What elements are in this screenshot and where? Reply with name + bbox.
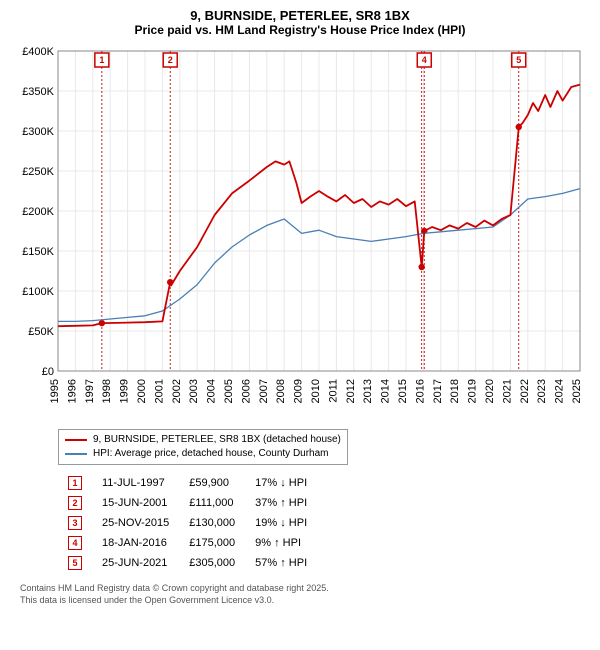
table-row: 1 11-JUL-1997£59,90017% ↓ HPI bbox=[58, 473, 317, 493]
price-chart: £0 £50K £100K £150K £200K £250K £300K £350K £400… bbox=[10, 43, 590, 423]
svg-text:2004: 2004 bbox=[206, 379, 218, 403]
svg-text:2025: 2025 bbox=[571, 379, 583, 403]
svg-text:£150K: £150K bbox=[22, 246, 54, 258]
svg-text:2014: 2014 bbox=[380, 379, 392, 403]
svg-text:1997: 1997 bbox=[84, 379, 96, 403]
svg-text:2015: 2015 bbox=[397, 379, 409, 403]
svg-text:2016: 2016 bbox=[414, 379, 426, 403]
svg-text:2005: 2005 bbox=[223, 379, 235, 403]
svg-text:2008: 2008 bbox=[275, 379, 287, 403]
legend-label-price: 9, BURNSIDE, PETERLEE, SR8 1BX (detached… bbox=[93, 433, 341, 447]
svg-text:1996: 1996 bbox=[66, 379, 78, 403]
svg-text:£50K: £50K bbox=[28, 326, 54, 338]
table-row: 2 15-JUN-2001£111,00037% ↑ HPI bbox=[58, 493, 317, 513]
sale-price: £175,000 bbox=[179, 533, 245, 553]
sales-table: 1 11-JUL-1997£59,90017% ↓ HPI 2 15-JUN-2001… bbox=[58, 473, 317, 573]
svg-text:2006: 2006 bbox=[240, 379, 252, 403]
svg-text:2000: 2000 bbox=[136, 379, 148, 403]
sale-number-box: 2 bbox=[68, 496, 82, 510]
svg-text:2018: 2018 bbox=[449, 379, 461, 403]
title-line1: 9, BURNSIDE, PETERLEE, SR8 1BX bbox=[10, 8, 590, 23]
sale-date: 25-JUN-2021 bbox=[92, 553, 179, 573]
sale-diff: 37% ↑ HPI bbox=[245, 493, 317, 513]
svg-text:2021: 2021 bbox=[501, 379, 513, 403]
svg-text:2020: 2020 bbox=[484, 379, 496, 403]
legend-label-hpi: HPI: Average price, detached house, Coun… bbox=[93, 447, 329, 461]
svg-text:£350K: £350K bbox=[22, 86, 54, 98]
sale-date: 18-JAN-2016 bbox=[92, 533, 179, 553]
svg-text:2012: 2012 bbox=[345, 379, 357, 403]
svg-text:1998: 1998 bbox=[101, 379, 113, 403]
footer-line1: Contains HM Land Registry data © Crown c… bbox=[20, 583, 590, 595]
svg-text:2013: 2013 bbox=[362, 379, 374, 403]
svg-text:2002: 2002 bbox=[171, 379, 183, 403]
sale-diff: 57% ↑ HPI bbox=[245, 553, 317, 573]
table-row: 5 25-JUN-2021£305,00057% ↑ HPI bbox=[58, 553, 317, 573]
sale-date: 25-NOV-2015 bbox=[92, 513, 179, 533]
svg-text:£400K: £400K bbox=[22, 46, 54, 58]
sale-date: 15-JUN-2001 bbox=[92, 493, 179, 513]
svg-text:£100K: £100K bbox=[22, 286, 54, 298]
svg-text:2007: 2007 bbox=[258, 379, 270, 403]
svg-text:£0: £0 bbox=[42, 366, 54, 378]
sale-price: £130,000 bbox=[179, 513, 245, 533]
svg-text:2001: 2001 bbox=[153, 379, 165, 403]
sale-number-box: 4 bbox=[68, 536, 82, 550]
chart-title: 9, BURNSIDE, PETERLEE, SR8 1BX Price pai… bbox=[10, 8, 590, 37]
sale-diff: 9% ↑ HPI bbox=[245, 533, 317, 553]
svg-text:2024: 2024 bbox=[554, 379, 566, 403]
svg-text:2009: 2009 bbox=[293, 379, 305, 403]
svg-text:2017: 2017 bbox=[432, 379, 444, 403]
svg-text:2023: 2023 bbox=[536, 379, 548, 403]
svg-text:5: 5 bbox=[516, 55, 521, 65]
sale-date: 11-JUL-1997 bbox=[92, 473, 179, 493]
sale-diff: 17% ↓ HPI bbox=[245, 473, 317, 493]
sale-price: £305,000 bbox=[179, 553, 245, 573]
svg-text:2: 2 bbox=[168, 55, 173, 65]
sale-number-box: 1 bbox=[68, 476, 82, 490]
sale-price: £59,900 bbox=[179, 473, 245, 493]
title-line2: Price paid vs. HM Land Registry's House … bbox=[10, 23, 590, 37]
sale-price: £111,000 bbox=[179, 493, 245, 513]
svg-text:2019: 2019 bbox=[467, 379, 479, 403]
svg-text:2011: 2011 bbox=[327, 379, 339, 403]
svg-text:2010: 2010 bbox=[310, 379, 322, 403]
footer-line2: This data is licensed under the Open Gov… bbox=[20, 595, 590, 607]
svg-text:£250K: £250K bbox=[22, 166, 54, 178]
sale-number-box: 5 bbox=[68, 556, 82, 570]
svg-text:2022: 2022 bbox=[519, 379, 531, 403]
sale-diff: 19% ↓ HPI bbox=[245, 513, 317, 533]
svg-text:4: 4 bbox=[422, 55, 427, 65]
svg-text:1999: 1999 bbox=[119, 379, 131, 403]
legend-swatch-hpi bbox=[65, 453, 87, 455]
svg-text:1995: 1995 bbox=[49, 379, 61, 403]
svg-text:2003: 2003 bbox=[188, 379, 200, 403]
svg-text:£300K: £300K bbox=[22, 126, 54, 138]
table-row: 4 18-JAN-2016£175,0009% ↑ HPI bbox=[58, 533, 317, 553]
svg-text:£200K: £200K bbox=[22, 206, 54, 218]
legend-swatch-price bbox=[65, 439, 87, 441]
footer: Contains HM Land Registry data © Crown c… bbox=[20, 583, 590, 606]
table-row: 3 25-NOV-2015£130,00019% ↓ HPI bbox=[58, 513, 317, 533]
sale-number-box: 3 bbox=[68, 516, 82, 530]
svg-text:1: 1 bbox=[99, 55, 104, 65]
legend: 9, BURNSIDE, PETERLEE, SR8 1BX (detached… bbox=[58, 429, 348, 465]
